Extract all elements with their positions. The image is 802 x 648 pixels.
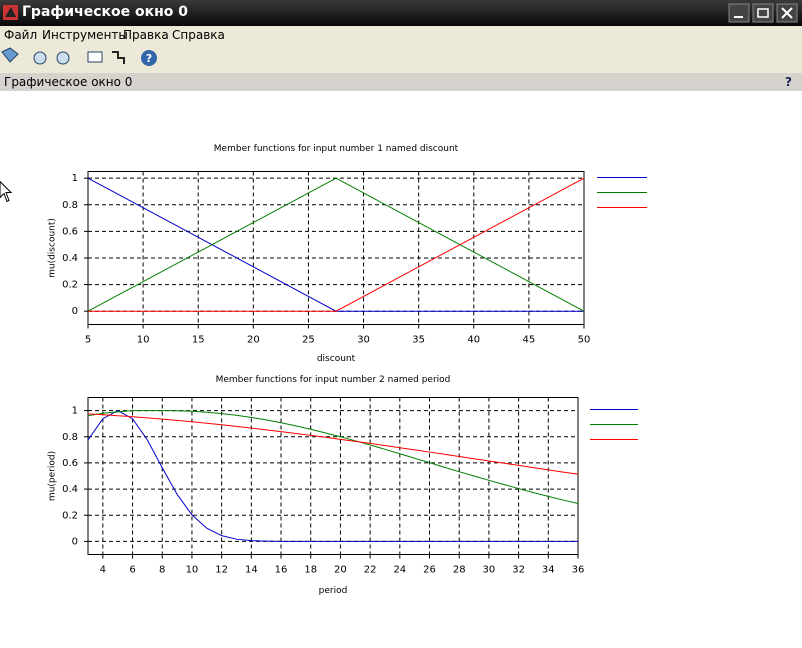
x-tick-label: 50 (578, 335, 591, 346)
x-tick-label: 40 (467, 335, 480, 346)
series-line (87, 177, 585, 312)
series-line (88, 177, 585, 312)
window: Графическое окно 0 Файл Инструменты Прав… (0, 0, 802, 596)
x-tick-label: 10 (186, 565, 199, 576)
x-tick-label: 12 (215, 565, 228, 576)
datatip-button[interactable] (87, 51, 103, 63)
y-tick-label: 0.2 (62, 280, 78, 291)
figure: Member functions for input number 1 name… (0, 144, 647, 596)
menu-item[interactable]: Инструменты (42, 28, 128, 42)
x-tick-label: 36 (572, 565, 585, 576)
menu-item[interactable]: Справка (172, 28, 225, 42)
y-tick-label: 1 (72, 406, 78, 417)
y-tick-label: 0.4 (62, 484, 78, 495)
help-button[interactable] (141, 50, 157, 66)
y-tick-label: 0.6 (62, 226, 78, 237)
y-tick-label: 0.4 (62, 253, 78, 264)
y-tick-label: 0.2 (62, 510, 78, 521)
x-tick-label: 4 (100, 565, 106, 576)
plot-frame (87, 171, 585, 325)
series-line (87, 410, 578, 542)
mouse-cursor (0, 180, 13, 203)
menu-item[interactable]: Файл (4, 28, 38, 42)
x-tick-label: 20 (334, 565, 347, 576)
maximize-button[interactable] (752, 3, 774, 23)
status-bar: Графическое окно 0 ? (0, 73, 802, 91)
y-tick-label: 1 (72, 173, 78, 184)
x-tick-label: 15 (192, 335, 205, 346)
x-tick-label: 26 (423, 565, 436, 576)
series-line (87, 413, 579, 475)
y-tick-label: 0 (72, 536, 78, 547)
chart-title: Member functions for input number 2 name… (216, 375, 451, 385)
x-axis-label: discount (317, 354, 356, 364)
x-tick-label: 24 (393, 565, 406, 576)
x-tick-label: 45 (523, 335, 536, 346)
x-tick-label: 34 (542, 565, 555, 576)
x-tick-label: 5 (85, 335, 91, 346)
window-title: Графическое окно 0 (22, 4, 189, 20)
app-icon (3, 5, 18, 20)
minimize-button[interactable] (728, 3, 750, 23)
plot-frame (87, 397, 579, 555)
series-line (87, 410, 579, 504)
chart-title: Member functions for input number 1 name… (214, 144, 459, 154)
y-tick-label: 0.8 (62, 200, 78, 211)
svg-text:?: ? (146, 52, 152, 65)
x-tick-label: 30 (483, 565, 496, 576)
y-tick-label: 0.6 (62, 458, 78, 469)
help-mark[interactable]: ? (785, 75, 792, 89)
window-controls[interactable] (728, 3, 800, 23)
x-tick-label: 8 (159, 565, 165, 576)
status-text: Графическое окно 0 (4, 75, 133, 89)
x-tick-label: 32 (512, 565, 525, 576)
zoom-button[interactable] (33, 51, 47, 65)
editor-button[interactable] (112, 51, 125, 64)
x-tick-label: 14 (245, 565, 258, 576)
x-tick-label: 20 (247, 335, 260, 346)
x-tick-label: 10 (137, 335, 150, 346)
y-tick-label: 0.8 (62, 432, 78, 443)
x-tick-label: 6 (129, 565, 135, 576)
menu-bar: Файл Инструменты Правка Справка (0, 26, 802, 44)
series-line (87, 177, 584, 312)
toolbar-icons[interactable]: ? (0, 44, 170, 73)
x-tick-label: 25 (302, 335, 315, 346)
x-tick-label: 22 (364, 565, 377, 576)
x-axis-label: period (319, 586, 348, 596)
title-bar: Графическое окно 0 (0, 0, 802, 26)
x-tick-label: 30 (357, 335, 370, 346)
x-tick-label: 18 (304, 565, 317, 576)
rotate-button[interactable] (1, 47, 19, 63)
toolbar: ? (0, 44, 802, 73)
x-tick-label: 28 (453, 565, 466, 576)
y-tick-label: 0 (72, 306, 78, 317)
menu-item[interactable]: Правка (123, 28, 169, 42)
y-axis-label: mu(discount) (48, 218, 58, 278)
x-tick-label: 16 (275, 565, 288, 576)
y-axis-label: mu(period) (48, 451, 58, 501)
unzoom-button[interactable] (56, 51, 70, 65)
x-tick-label: 35 (412, 335, 425, 346)
